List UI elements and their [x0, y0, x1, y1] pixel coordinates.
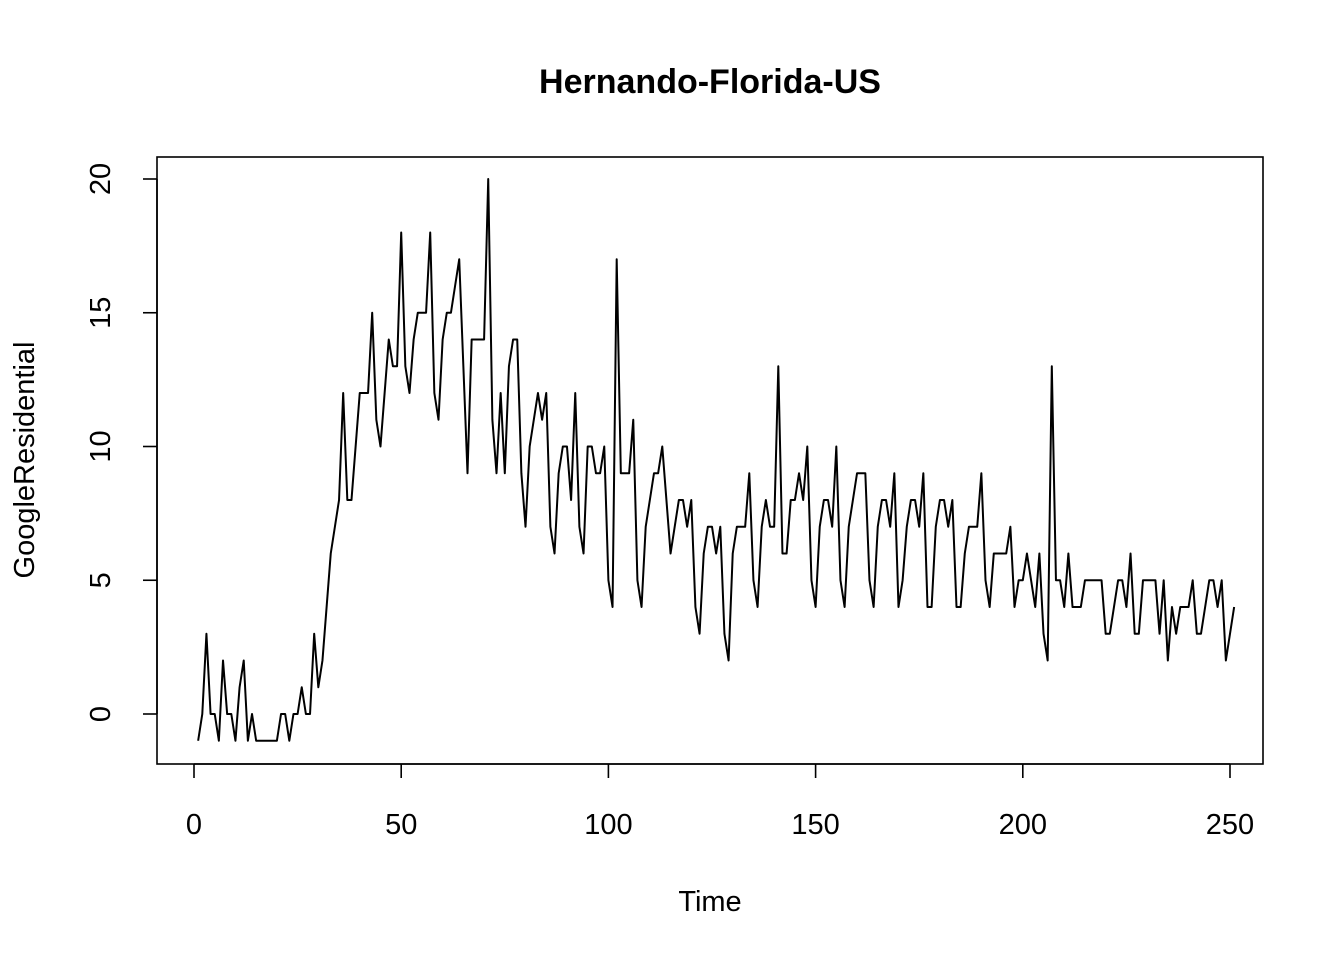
x-tick-label: 200 [999, 809, 1047, 841]
x-tick-label: 150 [791, 809, 839, 841]
chart-title: Hernando-Florida-US [539, 63, 881, 101]
y-tick-label: 0 [85, 706, 117, 722]
y-axis: 0 5 10 15 20 [85, 163, 158, 722]
y-tick-label: 15 [85, 297, 117, 329]
series-line [197, 178, 1236, 742]
y-tick-label: 5 [85, 572, 117, 588]
series-group [197, 178, 1236, 742]
x-axis-label: Time [678, 886, 741, 918]
plot-frame [156, 156, 1264, 765]
x-tick-label: 250 [1206, 809, 1254, 841]
x-tick-label: 0 [186, 809, 202, 841]
y-axis-label: GoogleResidential [9, 342, 41, 579]
x-tick-label: 50 [385, 809, 417, 841]
x-tick-label: 100 [584, 809, 632, 841]
y-tick-label: 20 [85, 163, 117, 195]
x-axis: 0 50 100 150 200 250 [186, 763, 1254, 841]
y-tick-label: 10 [85, 430, 117, 462]
